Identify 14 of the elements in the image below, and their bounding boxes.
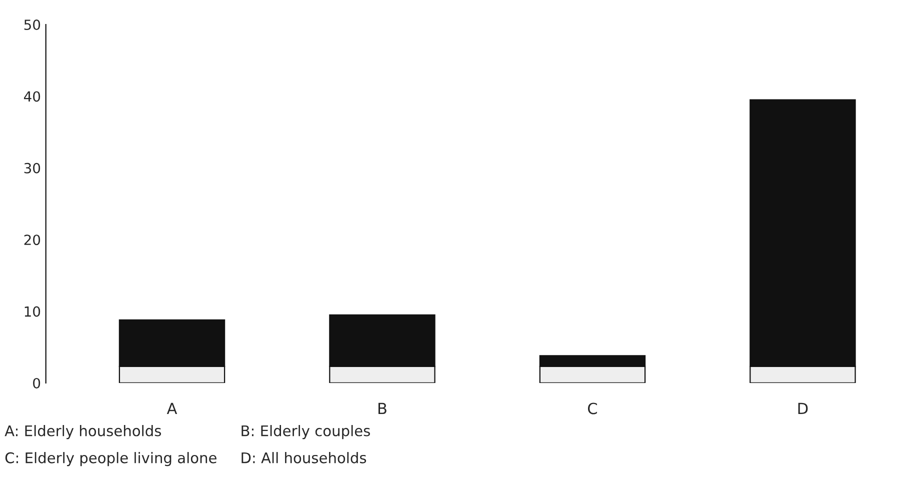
- y-tick-label: 0: [33, 378, 40, 388]
- text: B: Elderly couples: [242, 425, 370, 440]
- y-tick-label: 40: [24, 91, 40, 102]
- y-tick-label: 30: [24, 162, 40, 174]
- x-tick-label: D: [798, 402, 808, 414]
- text: C: Elderly people living alone: [5, 452, 216, 466]
- text: D: All households: [242, 452, 366, 464]
- x-tick-label: A: [166, 402, 178, 414]
- y-tick-label: 10: [24, 306, 40, 317]
- x-tick-label: B: [378, 402, 386, 414]
- x-tick-label: C: [588, 402, 597, 414]
- text: A: Elderly households: [4, 425, 161, 440]
- y-tick-label: 20: [24, 234, 40, 246]
- y-tick-label: 50: [24, 20, 40, 30]
